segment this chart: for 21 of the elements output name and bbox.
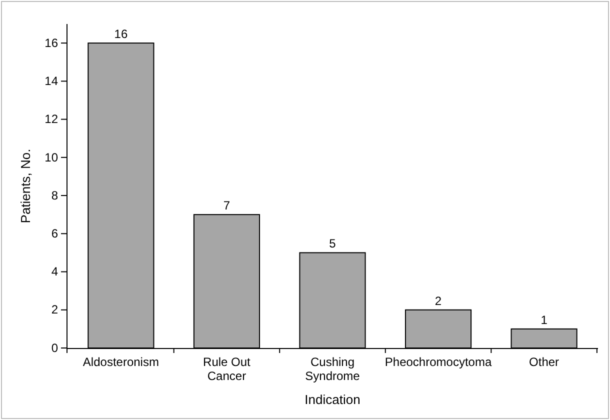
x-tick-label: Pheochromocytoma xyxy=(384,355,492,369)
x-tick-label: Aldosteronism xyxy=(82,355,159,369)
data-label: 5 xyxy=(329,236,336,251)
x-tick-label: Other xyxy=(529,355,560,369)
y-tick-label: 14 xyxy=(44,74,58,88)
y-axis-title: Patients, No. xyxy=(18,148,33,224)
y-tick-label: 10 xyxy=(44,150,58,164)
x-tick-label: Cushing Syndrome xyxy=(305,355,360,383)
y-tick-label: 16 xyxy=(44,36,58,50)
y-tick-label: 6 xyxy=(51,226,58,240)
data-label: 1 xyxy=(540,312,548,327)
data-label: 7 xyxy=(223,198,230,213)
y-tick-label: 2 xyxy=(51,302,58,317)
y-tick-label: 12 xyxy=(44,112,58,126)
y-tick-label: 4 xyxy=(51,264,58,279)
data-label: 16 xyxy=(114,27,128,42)
y-tick-label: 8 xyxy=(51,188,58,202)
data-label: 2 xyxy=(434,294,442,308)
x-axis-title: Indication xyxy=(304,392,360,407)
y-tick-label: 0 xyxy=(51,340,58,355)
x-tick-label: Rule Out Cancer xyxy=(203,355,252,383)
